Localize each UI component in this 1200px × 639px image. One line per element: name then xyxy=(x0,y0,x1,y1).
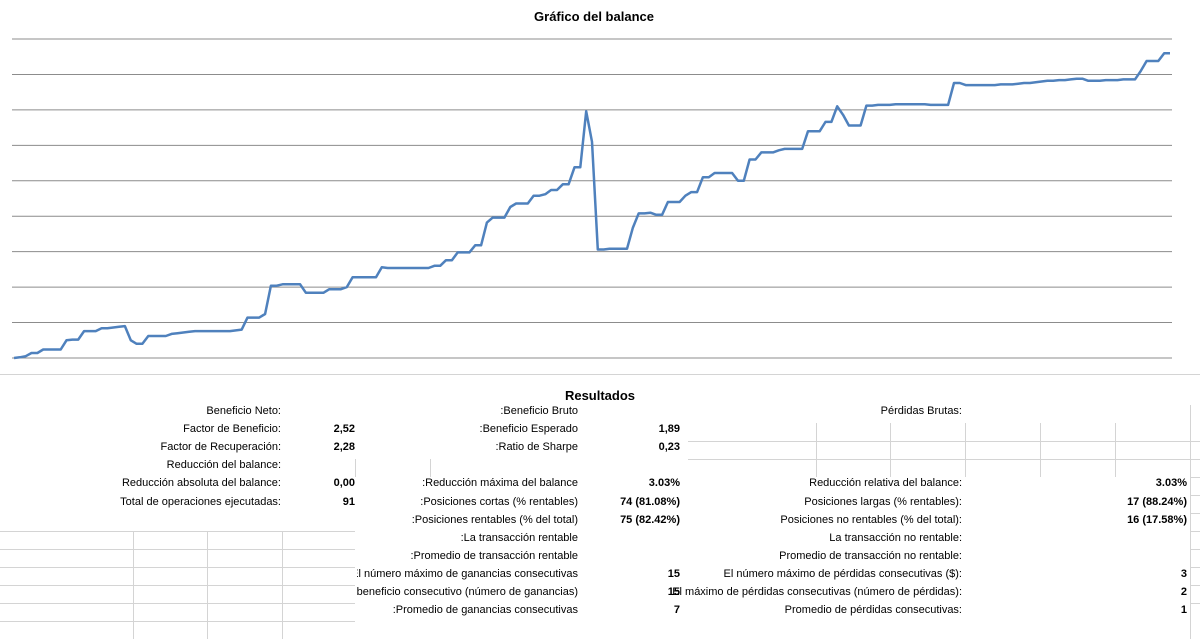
result-label: Total de operaciones ejecutadas: xyxy=(120,495,281,508)
cell-border xyxy=(355,459,356,477)
result-label: Beneficio Esperado: xyxy=(479,423,578,436)
result-value: 7 xyxy=(673,604,680,617)
result-label: Beneficio Bruto: xyxy=(500,405,578,417)
result-label: La transacción no rentable: xyxy=(829,531,962,544)
cell-border xyxy=(0,567,355,568)
result-value: 15 xyxy=(667,586,680,598)
balance-chart: Gráfico del balance xyxy=(12,9,1172,360)
result-label: Ratio de Sharpe: xyxy=(495,441,578,454)
result-value: 3.03% xyxy=(1155,477,1187,490)
cell-border xyxy=(816,423,817,477)
result-label: Reducción relativa del balance: xyxy=(809,477,962,490)
result-value: 3.03% xyxy=(648,477,680,490)
cell-border xyxy=(1190,603,1200,604)
result-label: Promedio de transacción no rentable: xyxy=(779,549,962,562)
result-label: Factor de Beneficio: xyxy=(183,423,281,436)
cell-border xyxy=(688,459,1200,460)
result-label: Reducción absoluta del balance: xyxy=(121,477,281,490)
cell-border xyxy=(890,423,891,477)
result-label: Reducción del balance: xyxy=(166,459,281,472)
balance-line xyxy=(13,51,1170,360)
result-label: Reducción máxima del balance: xyxy=(422,477,578,490)
result-label: Factor de Recuperación: xyxy=(160,441,281,454)
cell-border xyxy=(0,603,355,604)
result-value: 0,00 xyxy=(333,477,355,490)
result-label: Promedio de pérdidas consecutivas: xyxy=(784,604,962,617)
result-value: 17 (88.24%) xyxy=(1127,495,1187,508)
result-label: Posiciones rentables (% del total): xyxy=(411,513,578,526)
cell-border xyxy=(688,441,1200,442)
cell-border xyxy=(0,374,1200,375)
cell-border xyxy=(430,459,431,477)
chart-gridlines xyxy=(12,38,1172,359)
cell-border xyxy=(1190,513,1200,514)
result-label: Promedio de transacción rentable: xyxy=(410,549,578,562)
cell-border xyxy=(1040,423,1041,477)
result-label: La transacción rentable: xyxy=(460,531,578,544)
cell-border xyxy=(1190,567,1200,568)
result-label: Beneficio Neto: xyxy=(206,405,281,417)
cell-border xyxy=(1190,405,1191,639)
cell-border xyxy=(1190,477,1200,478)
cell-border xyxy=(1190,585,1200,586)
result-value: 1,89 xyxy=(658,423,680,436)
cell-border xyxy=(0,549,355,550)
result-value: 74 (81.08%) xyxy=(620,495,680,508)
chart-title: Gráfico del balance xyxy=(534,9,654,24)
result-value: 2 xyxy=(1180,586,1187,598)
result-label: Posiciones cortas (% rentables): xyxy=(420,495,578,508)
cell-border xyxy=(1190,531,1200,532)
result-label: El máximo de pérdidas consecutivas (núme… xyxy=(672,586,962,598)
result-label: El máximo de beneficio consecutivo (núme… xyxy=(357,586,578,598)
result-label: Posiciones no rentables (% del total): xyxy=(780,513,962,526)
cell-border xyxy=(0,621,355,622)
result-label: El número máximo de ganancias consecutiv… xyxy=(357,567,578,580)
result-value: 91 xyxy=(342,495,355,508)
cell-border xyxy=(1190,495,1200,496)
result-value: 75 (82.42%) xyxy=(620,513,680,526)
result-label: Promedio de ganancias consecutivas: xyxy=(392,604,578,617)
result-label: Pérdidas Brutas: xyxy=(880,405,962,417)
results-title: Resultados xyxy=(564,388,636,403)
result-label: Posiciones largas (% rentables): xyxy=(804,495,962,508)
cell-border xyxy=(0,585,355,586)
result-value: 16 (17.58%) xyxy=(1127,513,1187,526)
result-value: 3 xyxy=(1180,567,1187,580)
result-value: 2,28 xyxy=(333,441,355,454)
cell-border xyxy=(965,423,966,477)
cell-border xyxy=(0,531,355,532)
result-value: 1 xyxy=(1180,604,1187,617)
cell-border xyxy=(1190,549,1200,550)
result-value: 0,23 xyxy=(658,441,680,454)
result-value: 2,52 xyxy=(333,423,355,436)
cell-border xyxy=(1115,423,1116,477)
result-label: El número máximo de pérdidas consecutiva… xyxy=(723,567,962,580)
result-value: 15 xyxy=(667,567,680,580)
